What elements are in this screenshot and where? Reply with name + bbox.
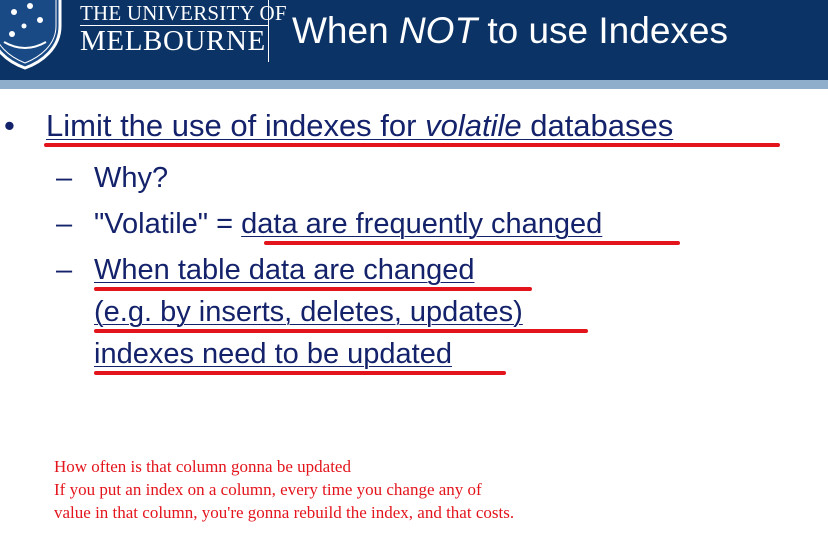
- dash-marker-2: –: [56, 208, 73, 240]
- red-underline-changed-2: [94, 329, 588, 333]
- slide-title: When NOT to use Indexes: [292, 10, 728, 52]
- university-rule-side: [268, 0, 269, 62]
- university-rule-top: [80, 25, 268, 26]
- sub-bullet-changed-line3: indexes need to be updated: [94, 338, 452, 370]
- sub-bullet-changed-line2: (e.g. by inserts, deletes, updates): [94, 296, 523, 328]
- main-bullet-suffix: databases: [521, 108, 674, 143]
- sub-bullet-volatile: "Volatile" = data are frequently changed: [94, 208, 602, 241]
- red-underline-volatile: [264, 241, 680, 245]
- note-line-2: If you put an index on a column, every t…: [54, 480, 482, 499]
- header-stripe: [0, 80, 828, 89]
- dash-marker-3: –: [56, 254, 73, 286]
- main-bullet-prefix: Limit the use of indexes for: [46, 108, 426, 143]
- sub-bullet-why: Why?: [94, 162, 169, 194]
- slide-header: [0, 0, 828, 80]
- university-crest-icon: [0, 0, 62, 70]
- main-bullet: Limit the use of indexes for volatile da…: [46, 108, 673, 144]
- red-underline-changed-1: [94, 287, 532, 291]
- note-line-3: value in that column, you're gonna rebui…: [54, 503, 515, 522]
- dash-marker-1: –: [56, 162, 73, 194]
- title-emphasis: NOT: [398, 10, 478, 51]
- red-underline-main: [44, 143, 780, 147]
- sub-bullet-changed-line1: When table data are changed: [94, 254, 475, 286]
- university-name-line1: THE UNIVERSITY OF: [80, 1, 287, 25]
- volatile-definition: data are frequently changed: [241, 208, 603, 240]
- title-prefix: When: [292, 10, 399, 51]
- handwritten-notes: How often is that column gonna be update…: [54, 455, 514, 524]
- title-suffix: to use Indexes: [477, 10, 728, 51]
- bullet-marker: •: [4, 108, 15, 143]
- main-bullet-emphasis: volatile: [425, 108, 522, 143]
- university-name-line2: MELBOURNE: [80, 25, 266, 57]
- note-line-1: How often is that column gonna be update…: [54, 457, 351, 476]
- red-underline-changed-3: [94, 371, 506, 375]
- volatile-prefix: "Volatile" =: [94, 208, 242, 240]
